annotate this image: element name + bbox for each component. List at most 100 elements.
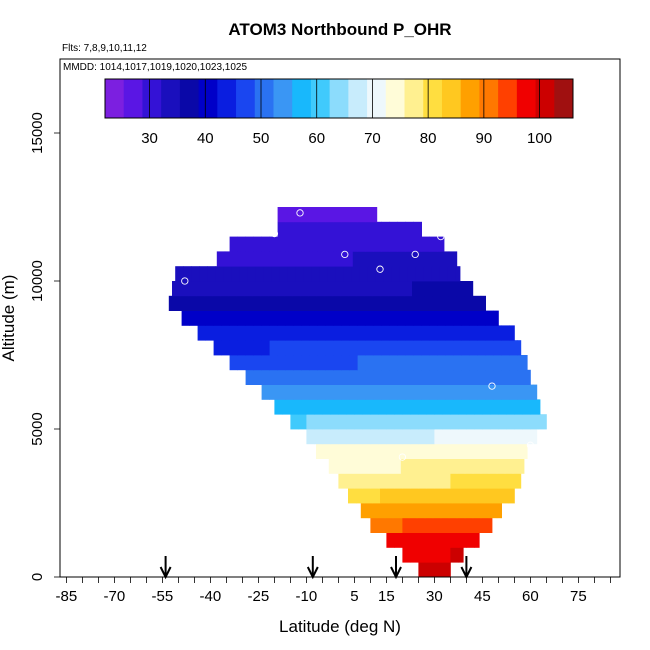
heatmap-cell — [413, 369, 422, 385]
heatmap-cell — [205, 310, 214, 326]
heatmap-cell — [434, 414, 443, 430]
heatmap-cell — [271, 266, 280, 282]
heatmap-cell — [285, 355, 294, 371]
heatmap-cell — [365, 310, 374, 326]
heatmap-cell — [453, 325, 462, 341]
heatmap-cell — [349, 221, 358, 237]
heatmap-cell — [301, 325, 310, 341]
heatmap-cell — [444, 281, 453, 297]
heatmap-cell — [426, 517, 435, 533]
observation-marker — [376, 265, 384, 273]
observation-marker — [411, 250, 419, 259]
heatmap-cell — [215, 266, 224, 282]
observation-marker — [181, 277, 189, 285]
heatmap-cell — [389, 369, 398, 385]
heatmap-cell — [346, 473, 355, 489]
y-tick-label: 5000 — [29, 412, 46, 445]
heatmap-cell — [268, 281, 277, 297]
heatmap-cell — [460, 488, 469, 504]
heatmap-cell — [317, 355, 326, 371]
heatmap-cell — [384, 503, 394, 519]
heatmap-cell — [269, 236, 278, 252]
heatmap-cell — [381, 221, 390, 237]
heatmap-cell — [381, 310, 390, 326]
heatmap-cell — [322, 429, 331, 445]
heatmap-cell — [207, 266, 216, 282]
heatmap-cell — [260, 281, 269, 297]
heatmap-cell — [461, 355, 470, 371]
heatmap-cell — [396, 281, 405, 297]
heatmap-cell — [360, 503, 370, 519]
observation-marker — [168, 311, 176, 319]
heatmap-cell — [333, 355, 342, 371]
heatmap-cell — [450, 414, 459, 430]
heatmap-cell — [412, 488, 421, 504]
colorbar-swatch — [142, 79, 162, 118]
heatmap-cell — [420, 443, 429, 459]
heatmap-cell — [516, 443, 525, 459]
heatmap-cell — [460, 281, 469, 297]
heatmap-cell — [346, 429, 355, 445]
heatmap-cell — [269, 340, 278, 356]
heatmap-cell — [333, 384, 342, 400]
heatmap-cell — [394, 473, 403, 489]
heatmap-cell — [490, 517, 493, 533]
heatmap-cell — [522, 414, 531, 430]
heatmap-cell — [376, 503, 386, 519]
colorbar-frame — [104, 78, 574, 119]
heatmap-cell — [338, 473, 347, 489]
heatmap-cell — [461, 310, 470, 326]
heatmap-cell — [341, 384, 350, 400]
heatmap-cell — [410, 517, 419, 533]
heatmap-cell — [364, 488, 373, 504]
heatmap-cell — [301, 310, 310, 326]
colorbar-swatch — [535, 79, 555, 118]
heatmap-cell — [357, 355, 366, 371]
heatmap-cell — [421, 325, 430, 341]
heatmap-cell — [338, 399, 347, 415]
heatmap-cell — [338, 429, 347, 445]
heatmap-cell — [362, 473, 371, 489]
heatmap-cell — [412, 281, 421, 297]
heatmap-cell — [367, 266, 376, 282]
heatmap-cell — [404, 281, 413, 297]
heatmap-cell — [285, 369, 294, 385]
heatmap-cell — [216, 251, 226, 267]
heatmap-cell — [460, 443, 469, 459]
heatmap-cell — [317, 236, 326, 252]
heatmap-cell — [404, 443, 413, 459]
heatmap-cell — [424, 251, 434, 267]
heatmap-cell — [354, 414, 363, 430]
heatmap-cell — [344, 458, 354, 474]
heatmap-cell — [349, 310, 358, 326]
heatmap-cell — [370, 473, 379, 489]
heatmap-cell — [445, 369, 454, 385]
heatmap-cell — [482, 414, 491, 430]
heatmap-cell — [429, 325, 438, 341]
heatmap-cell — [248, 295, 258, 311]
heatmap-cell — [388, 488, 397, 504]
heatmap-cell — [239, 266, 248, 282]
heatmap-cell — [325, 384, 334, 400]
heatmap-cell — [365, 207, 374, 223]
heatmap-cell — [452, 281, 461, 297]
heatmap-cell — [482, 429, 491, 445]
heatmap-cell — [493, 369, 502, 385]
heatmap-cell — [437, 369, 446, 385]
heatmap-cell — [277, 310, 286, 326]
heatmap-cell — [269, 325, 278, 341]
heatmap-cell — [285, 340, 294, 356]
heatmap-cell — [261, 369, 270, 385]
heatmap-cell — [408, 251, 418, 267]
heatmap-cell — [477, 355, 486, 371]
heatmap-cell — [405, 355, 414, 371]
heatmap-cell — [237, 355, 246, 371]
heatmap-cell — [317, 340, 326, 356]
plot-frame — [59, 58, 621, 578]
heatmap-cell — [341, 221, 350, 237]
heatmap-cell — [277, 384, 286, 400]
heatmap-cell — [424, 458, 434, 474]
heatmap-cell — [386, 429, 395, 445]
heatmap-cell — [351, 266, 360, 282]
heatmap-cell — [312, 251, 322, 267]
